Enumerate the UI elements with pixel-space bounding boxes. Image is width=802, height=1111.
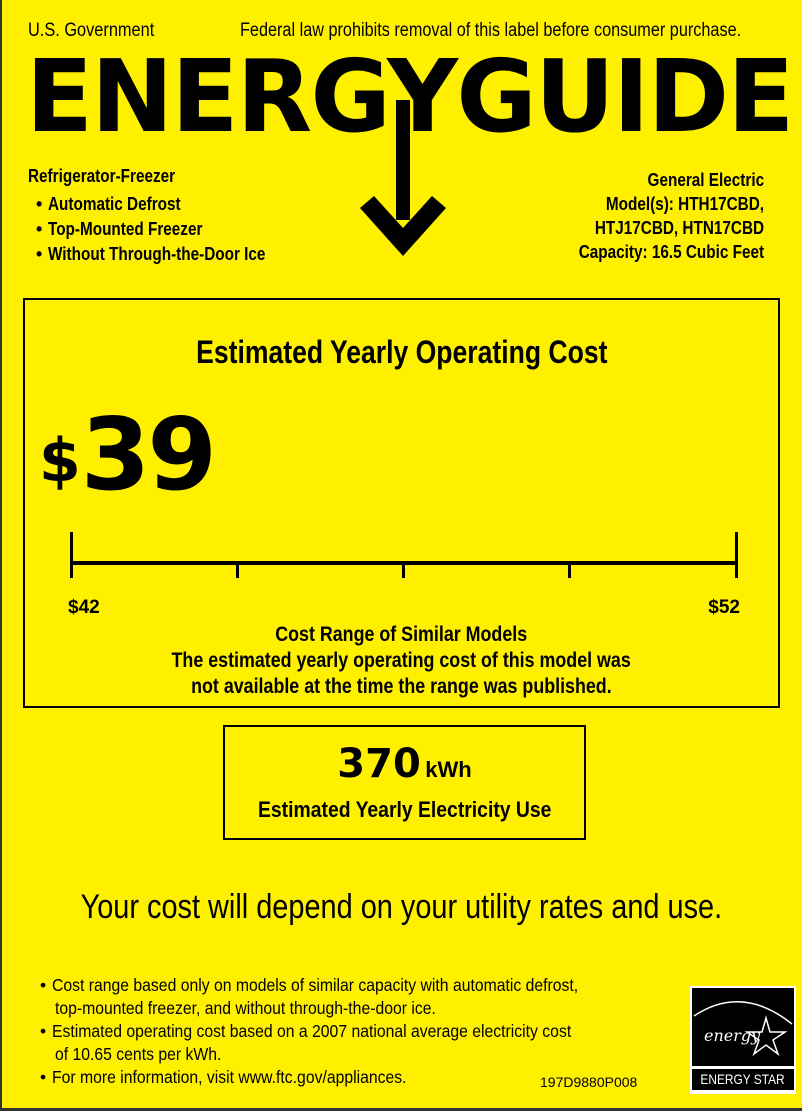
bottom-edge <box>0 1108 802 1111</box>
footnote-cont: of 10.65 cents per kWh. <box>55 1044 222 1064</box>
cost-value: $39 <box>39 396 217 513</box>
range-note-1: The estimated yearly operating cost of t… <box>171 649 632 672</box>
brand: General Electric <box>647 170 764 190</box>
cost-title: Estimated Yearly Operating Cost <box>195 334 608 370</box>
feature-item: Automatic Defrost <box>36 192 304 217</box>
feature-list: Automatic Defrost Top-Mounted Freezer Wi… <box>36 192 304 267</box>
left-edge <box>0 0 2 1111</box>
energy-star-logo: energy ENERGY STAR <box>690 986 796 1094</box>
footnote: For more information, visit www.ftc.gov/… <box>40 1066 637 1089</box>
feature-item: Without Through-the-Door Ice <box>36 242 304 267</box>
energyguide-logo: ENERGYGUIDE <box>26 37 794 155</box>
arrow-down-icon <box>360 100 446 256</box>
range-min: $42 <box>68 597 100 618</box>
models-line-2: HTJ17CBD, HTN17CBD <box>594 218 764 238</box>
range-max: $52 <box>708 597 740 618</box>
models-line-1: Model(s): HTH17CBD, <box>605 194 764 214</box>
disclaimer: Your cost will depend on your utility ra… <box>80 888 722 926</box>
electricity-box: 370 kWh Estimated Yearly Electricity Use <box>223 725 586 840</box>
model-info: General Electric Model(s): HTH17CBD, HTJ… <box>546 168 764 264</box>
label-code: 197D9880P008 <box>540 1074 638 1090</box>
range-title: Cost Range of Similar Models <box>275 623 528 646</box>
appliance-type: Refrigerator-Freezer <box>28 166 176 186</box>
kwh-value: 370 kWh <box>337 741 472 787</box>
feature-item: Top-Mounted Freezer <box>36 217 304 242</box>
footnote: Estimated operating cost based on a 2007… <box>40 1020 637 1043</box>
cost-range-scale <box>70 532 738 578</box>
header-right: Federal law prohibits removal of this la… <box>240 20 742 41</box>
star-icon <box>693 1001 793 1057</box>
footnote: Cost range based only on models of simil… <box>40 974 637 997</box>
operating-cost-box: Estimated Yearly Operating Cost $39 $42 … <box>23 298 780 708</box>
footnotes: Cost range based only on models of simil… <box>40 974 637 1089</box>
capacity: Capacity: 16.5 Cubic Feet <box>578 242 764 262</box>
kwh-label: Estimated Yearly Electricity Use <box>257 797 552 822</box>
footnote-cont: top-mounted freezer, and without through… <box>55 998 436 1018</box>
energy-star-mark: energy <box>692 988 794 1066</box>
range-note-2: not available at the time the range was … <box>191 675 612 698</box>
header-left: U.S. Government <box>28 20 155 41</box>
energy-star-caption: ENERGY STAR <box>692 1069 794 1090</box>
range-notes: Cost Range of Similar Models The estimat… <box>25 622 778 700</box>
